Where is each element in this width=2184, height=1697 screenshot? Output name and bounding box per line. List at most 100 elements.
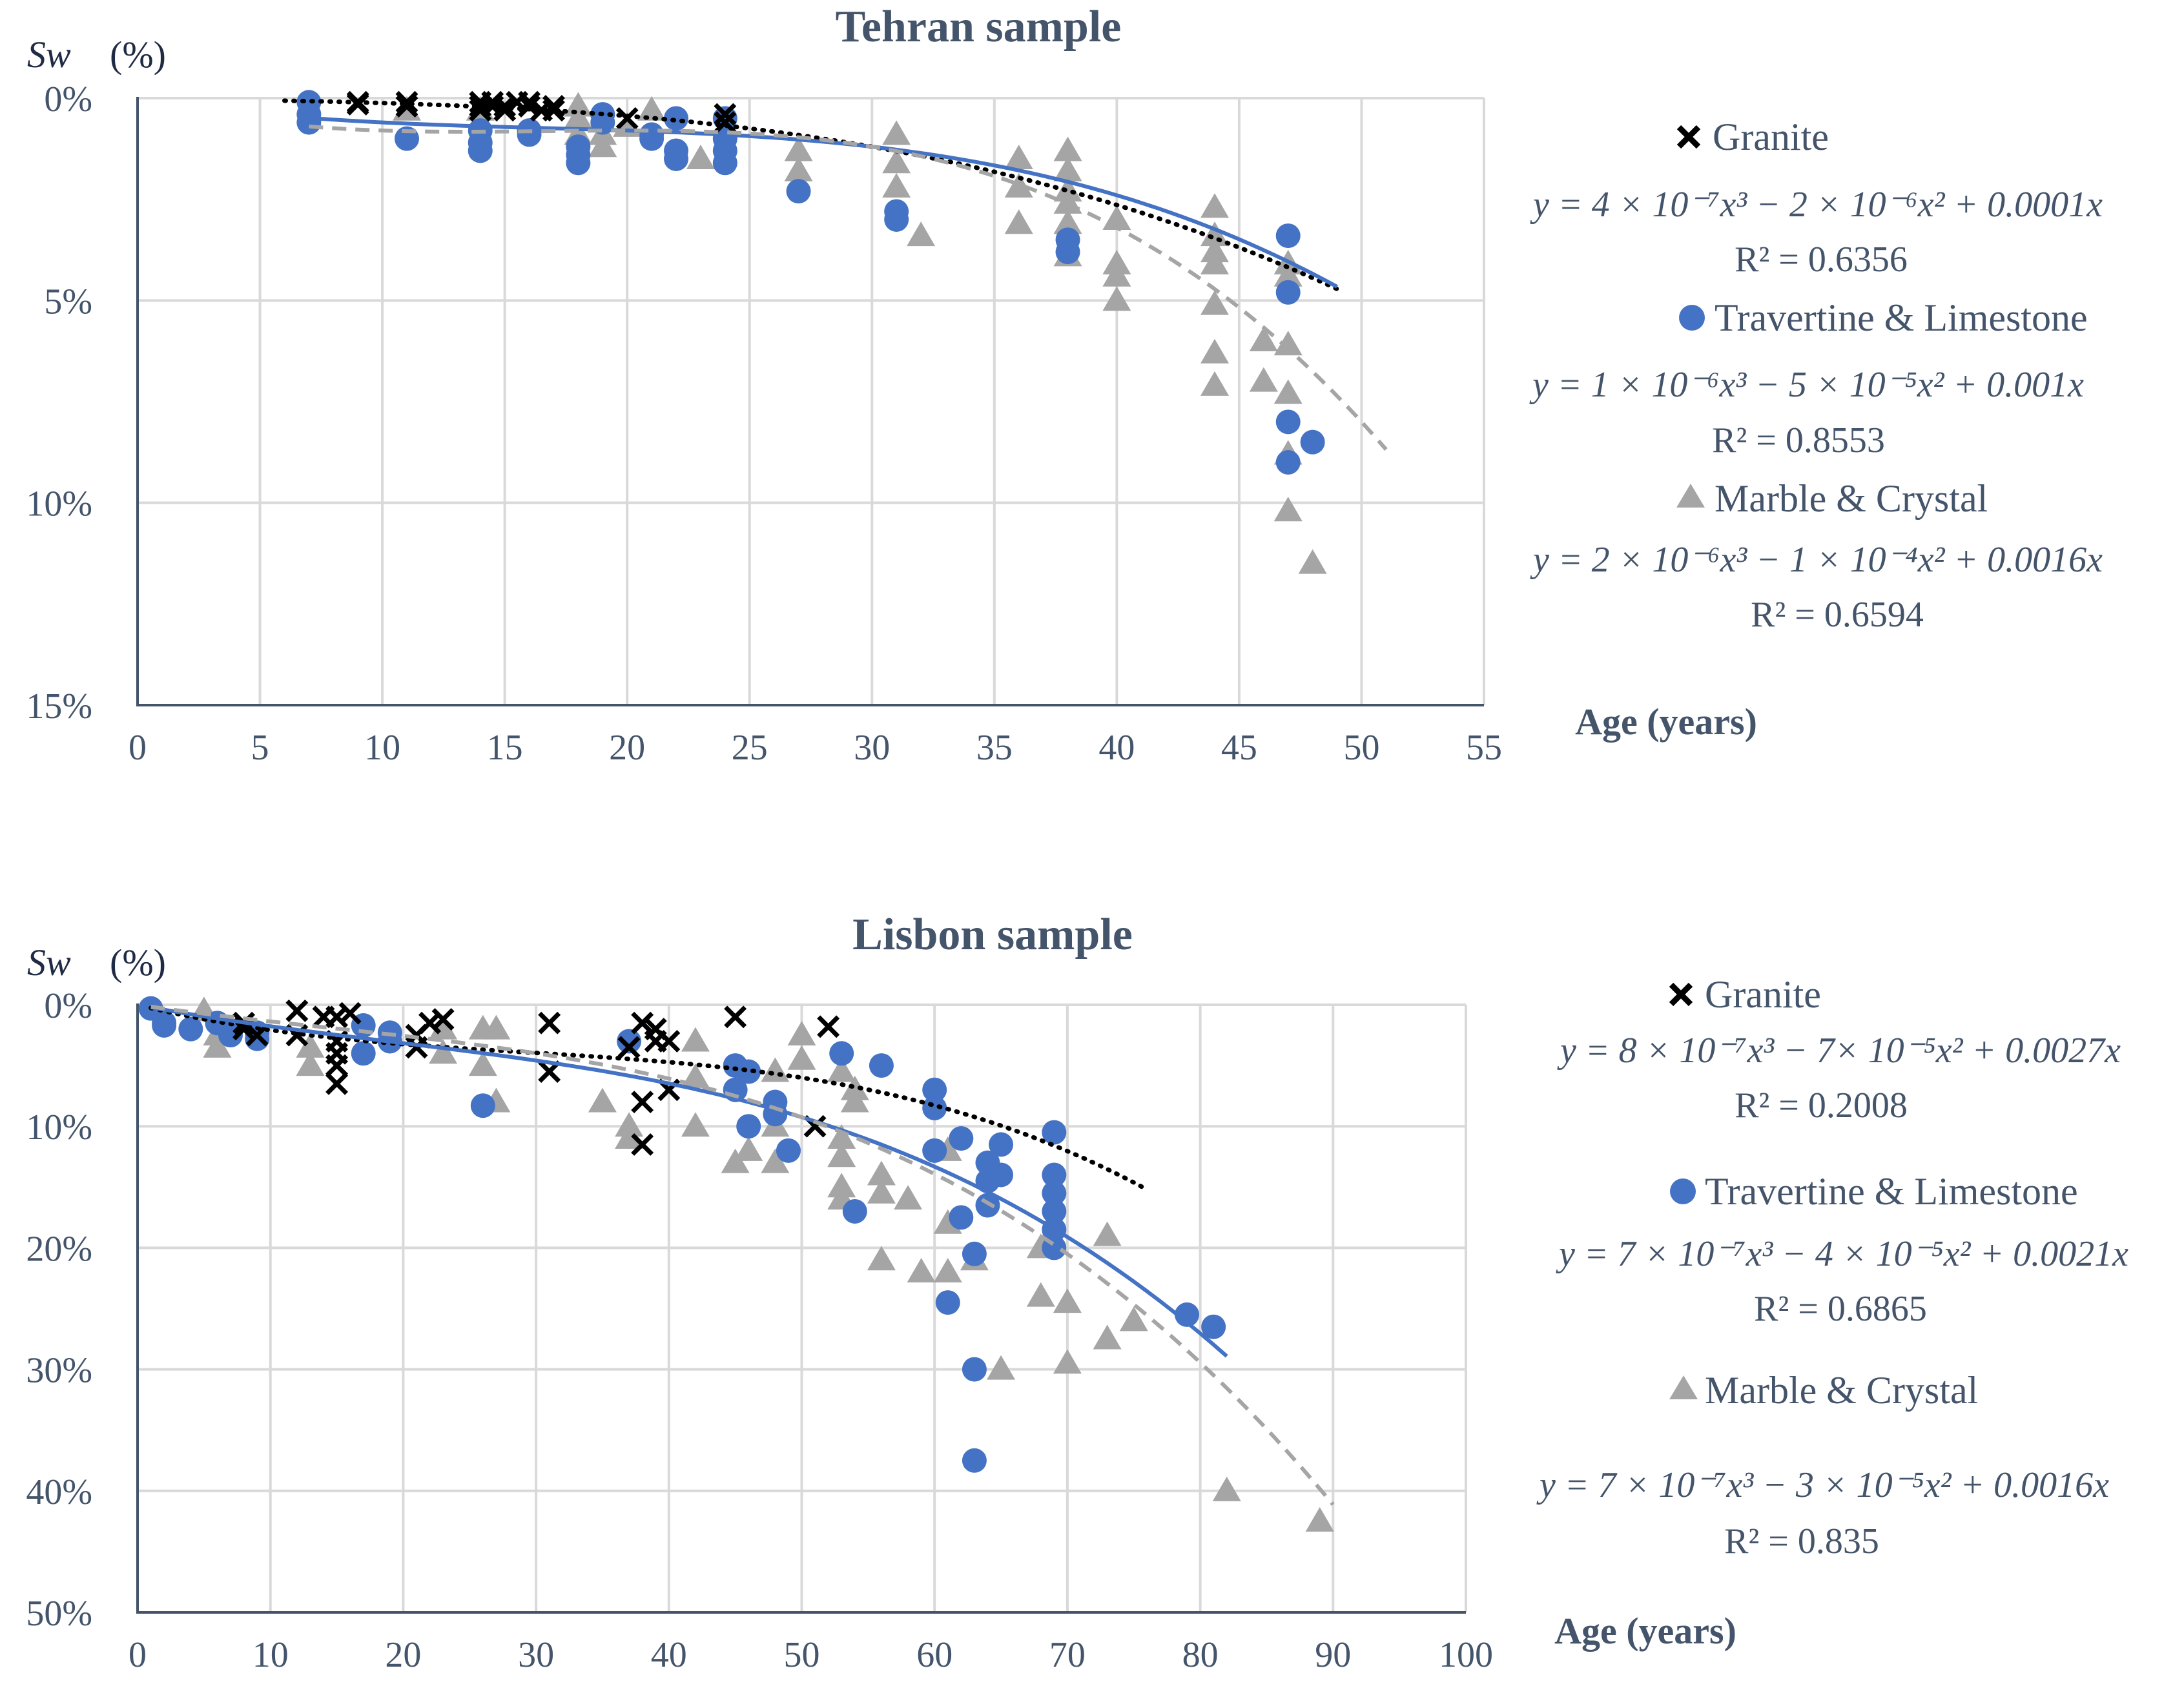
lisbon-travertine-point-25: [922, 1095, 947, 1120]
tehran-legend: Granite y = 4 × 10⁻⁷x³ − 2 × 10⁻⁶x² + 0.…: [1529, 116, 2103, 635]
lisbon-series-granite: [232, 999, 840, 1156]
tehran-marble-point-23: [1053, 209, 1082, 234]
tehran-x-tick-35: 35: [976, 728, 1013, 768]
tehran-series-travertine: [296, 90, 1325, 475]
tehran-travertine-point-28: [1275, 223, 1301, 249]
lisbon-travertine-point-16: [736, 1059, 761, 1084]
granite-cross-icon: [1676, 125, 1701, 149]
tehran-marble-point-40: [1273, 331, 1303, 356]
lisbon-marble-point-2: [203, 1033, 232, 1058]
tehran-travertine-r2: R² = 0.8553: [1712, 420, 1885, 460]
tehran-granite-point-17: [615, 107, 639, 130]
lisbon-travertine-point-23: [869, 1053, 894, 1078]
tehran-x-tick-15: 15: [487, 728, 523, 768]
lisbon-y-tick-2: 20%: [26, 1229, 92, 1269]
lisbon-travertine-point-17: [736, 1114, 761, 1139]
lisbon-marble-point-34: [894, 1185, 923, 1210]
lisbon-granite-equation: y = 8 × 10⁻⁷x³ − 7× 10⁻⁵x² + 0.0027x: [1557, 1031, 2121, 1071]
lisbon-travertine-point-3: [178, 1016, 203, 1042]
tehran-travertine-point-2: [296, 110, 322, 135]
lisbon-x-tick-30: 30: [518, 1635, 554, 1675]
tehran-x-tick-10: 10: [364, 728, 400, 768]
tehran-granite-point-6: [469, 99, 492, 122]
lisbon-marble-point-4: [296, 1051, 325, 1076]
granite-cross-icon: [1669, 982, 1693, 1007]
tehran-travertine-point-18: [664, 147, 688, 171]
lisbon-marble-point-13: [615, 1124, 644, 1149]
travertine-dot-icon: [1670, 1178, 1696, 1204]
lisbon-marble-point-14: [681, 1027, 710, 1052]
lisbon-trendline-travertine: [150, 1005, 1228, 1358]
lisbon-y-tick-4: 40%: [26, 1472, 92, 1512]
tehran-y-axis-var: Sw: [27, 34, 71, 76]
lisbon-y-axis-unit: (%): [110, 941, 166, 983]
tehran-legend-granite: Granite: [1713, 116, 1829, 158]
lisbon-marble-point-25: [827, 1124, 856, 1149]
lisbon-marble-point-30: [840, 1087, 869, 1113]
tehran-y-tick-0: 0%: [44, 79, 92, 119]
lisbon-marble-point-33: [867, 1246, 896, 1271]
lisbon-travertine-point-35: [975, 1193, 1000, 1218]
lisbon-marble-point-21: [761, 1148, 790, 1173]
lisbon-chart: Lisbon sample Sw (%) 0% 10% 20% 30% 40% 50% 0…: [26, 910, 2128, 1675]
lisbon-travertine-point-22: [842, 1198, 867, 1224]
lisbon-travertine-point-41: [1042, 1198, 1067, 1224]
lisbon-granite-point-10: [325, 1072, 349, 1095]
lisbon-granite-point-18: [617, 1036, 641, 1059]
lisbon-marble-point-22: [787, 1021, 816, 1046]
tehran-marble-point-44: [1298, 549, 1327, 574]
tehran-granite-point-9: [493, 95, 517, 118]
lisbon-x-axis-label: Age (years): [1554, 1610, 1736, 1652]
tehran-x-tick-25: 25: [732, 728, 768, 768]
tehran-granite-point-2: [395, 90, 418, 114]
lisbon-y-axis-var: Sw: [27, 941, 71, 983]
tehran-travertine-point-11: [566, 150, 591, 176]
lisbon-y-tick-1: 10%: [26, 1107, 92, 1147]
lisbon-marble-point-40: [987, 1355, 1016, 1380]
lisbon-trendlines: [149, 1005, 1335, 1507]
lisbon-legend-granite: Granite: [1705, 973, 1821, 1016]
lisbon-marble-point-48: [1212, 1476, 1241, 1501]
lisbon-travertine-point-28: [949, 1205, 974, 1230]
tehran-data-points: [296, 90, 1327, 574]
tehran-x-tick-labels: 0 5 10 15 20 25 30 35 40 45 50 55: [129, 728, 1502, 768]
tehran-marble-point-33: [1200, 290, 1229, 315]
lisbon-travertine-point-26: [922, 1138, 947, 1163]
lisbon-x-tick-60: 60: [916, 1635, 953, 1675]
lisbon-marble-point-6: [429, 1039, 458, 1064]
lisbon-x-tick-20: 20: [385, 1635, 421, 1675]
lisbon-marble-equation: y = 7 × 10⁻⁷x³ − 3 × 10⁻⁵x² + 0.0016x: [1536, 1465, 2109, 1505]
lisbon-travertine-point-24: [922, 1077, 947, 1102]
lisbon-marble-point-8: [468, 1051, 497, 1076]
tehran-legend-travertine: Travertine & Limestone: [1715, 296, 2088, 339]
lisbon-granite-point-13: [405, 1036, 428, 1059]
tehran-granite-point-18: [714, 103, 737, 126]
lisbon-legend: Granite y = 8 × 10⁻⁷x³ − 7× 10⁻⁵x² + 0.0…: [1536, 973, 2128, 1561]
lisbon-gridlines: [138, 1003, 1467, 1614]
lisbon-marble-point-45: [1093, 1221, 1122, 1246]
marble-triangle-icon: [1669, 1375, 1698, 1399]
lisbon-travertine-point-31: [962, 1241, 987, 1266]
lisbon-travertine-point-13: [617, 1029, 642, 1054]
lisbon-travertine-point-38: [1042, 1120, 1067, 1145]
tehran-marble-point-36: [1249, 327, 1278, 351]
tehran-y-tick-1: 5%: [44, 282, 92, 322]
tehran-x-tick-5: 5: [251, 728, 269, 768]
lisbon-travertine-point-20: [776, 1138, 801, 1163]
lisbon-marble-point-9: [482, 1014, 511, 1040]
lisbon-legend-marble: Marble & Crystal: [1705, 1369, 1978, 1412]
lisbon-trendline-granite: [149, 1005, 1149, 1192]
tehran-marble-point-20: [1053, 156, 1082, 181]
tehran-marble-point-19: [1053, 136, 1082, 161]
lisbon-travertine-point-8: [351, 1041, 376, 1066]
lisbon-granite-point-20: [631, 1091, 654, 1114]
lisbon-granite-point-15: [431, 1008, 455, 1031]
lisbon-travertine-point-29: [935, 1290, 960, 1315]
lisbon-granite-point-14: [418, 1011, 442, 1034]
tehran-marble-point-12: [882, 120, 911, 145]
lisbon-marble-point-3: [296, 1033, 325, 1058]
lisbon-granite-point-6: [325, 1005, 349, 1029]
lisbon-marble-point-42: [1026, 1282, 1055, 1307]
lisbon-travertine-point-32: [962, 1448, 987, 1473]
tehran-trendline-marble: [309, 124, 1388, 451]
